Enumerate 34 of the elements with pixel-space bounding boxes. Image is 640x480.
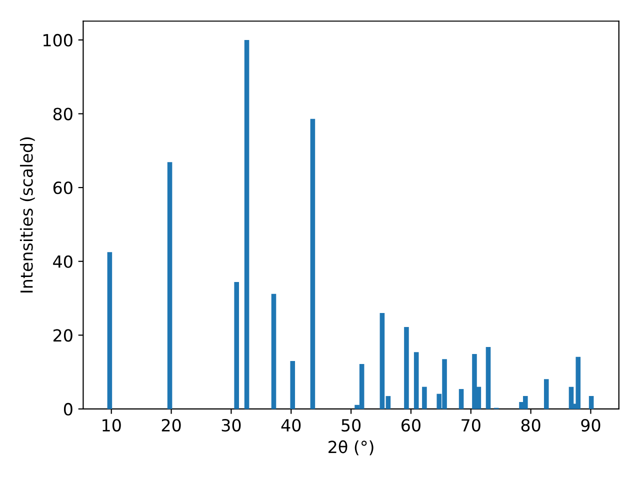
x-tick-label: 90 (581, 418, 600, 432)
y-tick-label: 60 (53, 182, 72, 194)
bar (523, 396, 528, 409)
x-tick-label: 10 (102, 418, 121, 432)
bar (576, 356, 581, 409)
bar (244, 40, 250, 409)
bar (414, 352, 419, 409)
y-tick-label: 0 (64, 402, 72, 416)
bar (458, 389, 464, 409)
bar (310, 118, 316, 409)
bar (422, 386, 427, 409)
y-axis-title: Intensities (scaled) (20, 137, 35, 292)
bar (271, 294, 276, 409)
x-tick-label: 50 (342, 418, 361, 432)
bar (404, 327, 409, 409)
bar (486, 346, 491, 409)
bar (544, 379, 549, 409)
x-tick-label: 60 (402, 418, 420, 432)
bar (107, 252, 112, 409)
bar (290, 360, 296, 409)
y-tick-label: 40 (53, 255, 72, 268)
x-axis-title: 2θ (°) (328, 440, 374, 456)
x-tick-label: 20 (162, 418, 181, 432)
x-tick-label: 40 (281, 418, 301, 432)
y-tick-label: 80 (53, 108, 72, 120)
bar (167, 162, 172, 409)
x-tick-label: 80 (521, 418, 540, 432)
y-tick-label: 20 (53, 329, 72, 342)
x-tick-label: 70 (462, 418, 480, 432)
bar (234, 282, 239, 409)
y-tick-label: 100 (43, 34, 72, 47)
x-tick-label: 30 (222, 418, 241, 432)
bar (472, 354, 477, 409)
bar (588, 396, 594, 409)
